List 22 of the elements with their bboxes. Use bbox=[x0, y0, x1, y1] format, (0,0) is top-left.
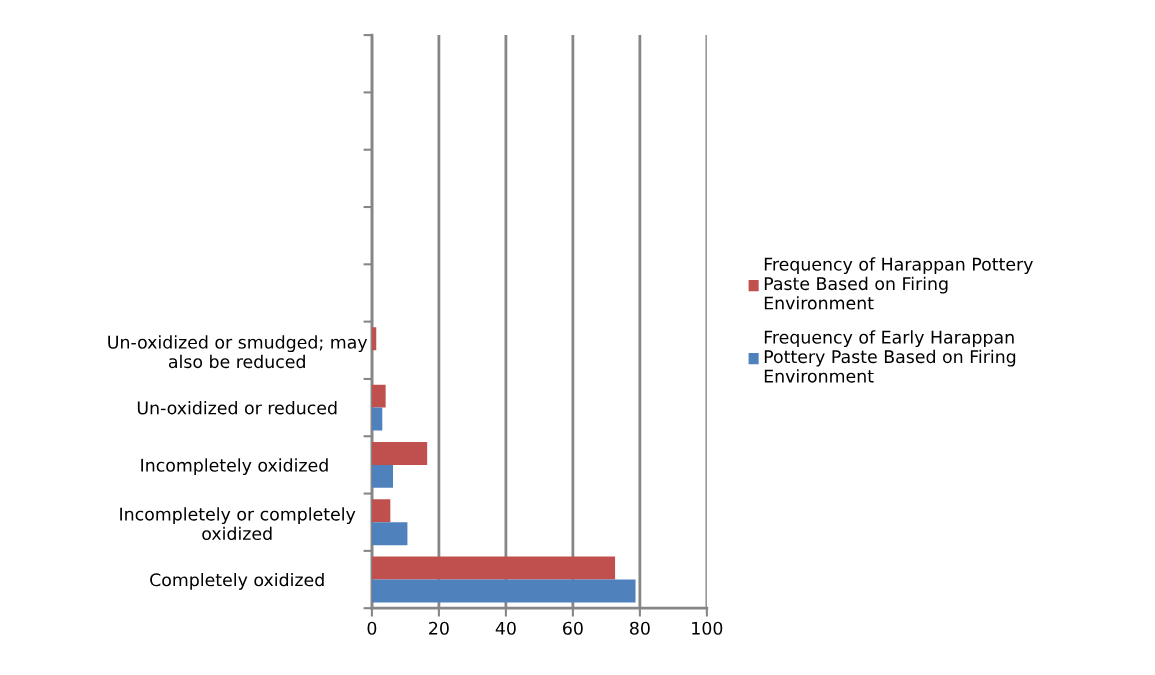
legend-label: Frequency of Early Harappan Pottery Paste Based on Firing Environment bbox=[764, 330, 1016, 383]
y-tick-label: Un-oxidized or reduced bbox=[137, 401, 337, 415]
y-tick-label: Completely oxidized bbox=[150, 572, 324, 590]
bar bbox=[371, 579, 636, 603]
bar bbox=[371, 522, 408, 546]
bar bbox=[371, 464, 394, 488]
bar bbox=[371, 499, 391, 523]
legend-label: Frequency of Harappan Pottery Paste Based on Firing Environment bbox=[764, 257, 1033, 310]
x-tick-label: 80 bbox=[630, 621, 650, 635]
y-tick-label: Un-oxidized or smudged; may also be reduced bbox=[108, 335, 368, 369]
bar bbox=[371, 441, 428, 465]
y-tick-label: Incompletely oxidized bbox=[141, 458, 328, 476]
bar bbox=[371, 407, 383, 431]
x-tick-label: 60 bbox=[563, 621, 583, 635]
bar bbox=[371, 327, 377, 351]
y-tick-label: Incompletely or completely oxidized bbox=[120, 507, 356, 541]
x-tick-label: 100 bbox=[692, 621, 723, 635]
x-tick-label: 40 bbox=[495, 621, 516, 635]
bar bbox=[371, 556, 616, 580]
bar bbox=[371, 384, 386, 408]
x-tick-label: 20 bbox=[429, 621, 449, 635]
x-tick-label: 0 bbox=[367, 621, 377, 635]
